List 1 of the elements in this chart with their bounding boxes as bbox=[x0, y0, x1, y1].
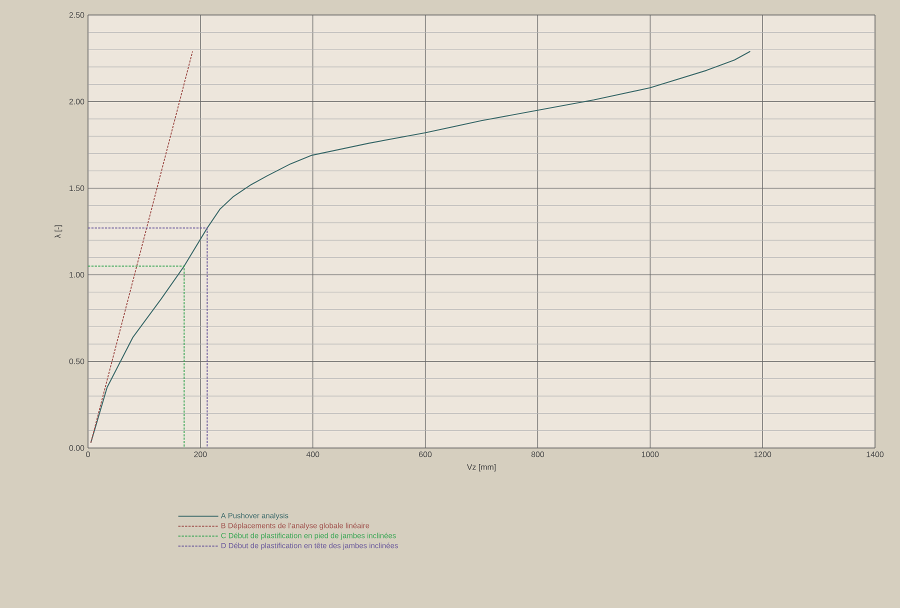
line-series bbox=[90, 50, 751, 444]
